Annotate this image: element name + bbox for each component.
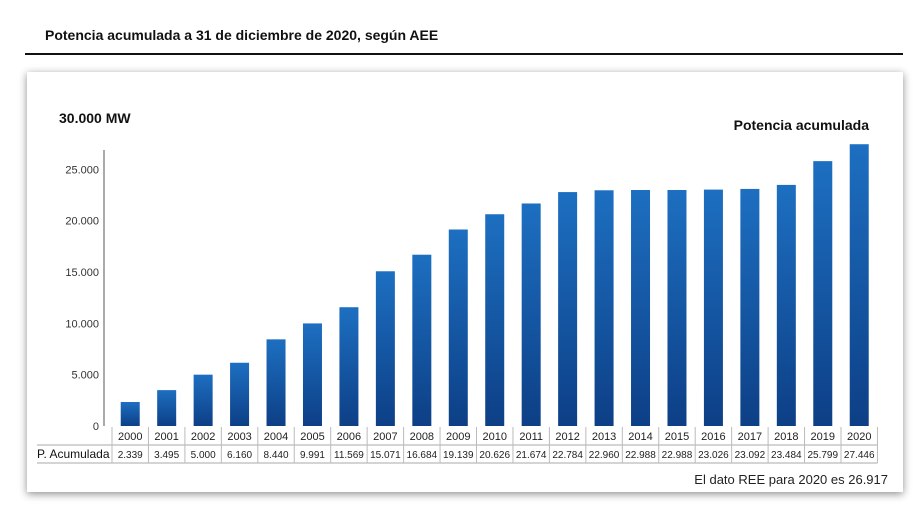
- x-tick-label: 2008: [410, 431, 434, 443]
- x-tick-label: 2015: [665, 431, 689, 443]
- bar: [740, 188, 760, 426]
- bar: [776, 184, 796, 426]
- bar: [448, 229, 468, 426]
- bar: [302, 323, 322, 426]
- data-label: 8.440: [264, 450, 289, 461]
- data-label: 22.988: [625, 450, 656, 461]
- data-label: 23.026: [698, 450, 729, 461]
- page-title: Potencia acumulada a 31 de diciembre de …: [45, 27, 439, 43]
- bar: [521, 203, 541, 426]
- x-tick-label: 2010: [482, 431, 506, 443]
- bar: [193, 374, 213, 426]
- data-label: 21.674: [516, 450, 547, 461]
- data-label: 22.988: [662, 450, 693, 461]
- data-label: 6.160: [227, 450, 252, 461]
- x-tick-label: 2016: [701, 431, 725, 443]
- bar-chart: 0 5.000 10.000 15.000 20.000 25.000 30.000 MW P…: [37, 110, 878, 464]
- bar: [230, 362, 250, 426]
- bar: [594, 190, 614, 426]
- chart-panel: 0 5.000 10.000 15.000 20.000 25.000 30.000 MW P…: [27, 72, 903, 492]
- data-label: 27.446: [844, 450, 875, 461]
- data-label: 23.484: [771, 450, 802, 461]
- x-tick-label: 2011: [519, 431, 543, 443]
- series-label: Potencia acumulada: [734, 117, 870, 133]
- data-label: 16.684: [407, 450, 438, 461]
- data-label: 11.569: [334, 450, 364, 461]
- title-bar: Potencia acumulada a 31 de diciembre de …: [25, 18, 825, 54]
- y-tick-label: 10.000: [65, 318, 99, 330]
- bar: [339, 307, 359, 426]
- bar: [157, 390, 177, 426]
- x-tick-label: 2017: [738, 431, 762, 443]
- bar: [703, 189, 723, 426]
- x-tick-label: 2006: [337, 431, 361, 443]
- x-tick-label: 2019: [811, 431, 835, 443]
- x-tick-label: 2002: [191, 431, 215, 443]
- x-tick-label: 2013: [592, 431, 616, 443]
- table-row-label: P. Acumulada: [37, 447, 110, 461]
- data-label: 3.495: [154, 450, 179, 461]
- data-label: 22.784: [552, 450, 583, 461]
- x-tick-label: 2003: [227, 431, 251, 443]
- x-tick-label: 2007: [373, 431, 397, 443]
- bar: [485, 214, 505, 426]
- y-tick-label: 25.000: [65, 164, 99, 176]
- footnote: El dato REE para 2020 es 26.917: [694, 472, 888, 487]
- data-label: 5.000: [191, 450, 216, 461]
- title-divider: [25, 53, 903, 55]
- bar: [558, 192, 578, 426]
- bar: [849, 144, 869, 426]
- x-tick-label: 2012: [555, 431, 579, 443]
- x-tick-label: 2014: [628, 431, 652, 443]
- x-tick-label: 2009: [446, 431, 470, 443]
- data-label: 2.339: [118, 450, 143, 461]
- data-label: 19.139: [443, 450, 474, 461]
- x-tick-label: 2001: [154, 431, 178, 443]
- data-label: 25.799: [807, 450, 838, 461]
- bar: [120, 401, 140, 426]
- bar: [412, 254, 432, 426]
- x-tick-label: 2000: [118, 431, 142, 443]
- data-label: 15.071: [370, 450, 401, 461]
- x-tick-label: 2020: [847, 431, 871, 443]
- data-label: 9.991: [300, 450, 325, 461]
- y-unit-label: 30.000 MW: [59, 110, 131, 126]
- bar: [667, 189, 687, 426]
- data-label: 23.092: [735, 450, 766, 461]
- data-label: 22.960: [589, 450, 620, 461]
- x-tick-label: 2005: [300, 431, 324, 443]
- y-tick-label: 5.000: [71, 370, 99, 382]
- x-tick-label: 2004: [264, 431, 288, 443]
- bar: [375, 271, 395, 426]
- y-tick-label: 15.000: [65, 267, 99, 279]
- y-tick-label: 20.000: [65, 216, 99, 228]
- x-tick-label: 2018: [774, 431, 798, 443]
- data-label: 20.626: [479, 450, 510, 461]
- y-tick-label: 0: [93, 421, 99, 433]
- bar: [266, 339, 286, 426]
- bar: [631, 189, 651, 426]
- bar: [813, 161, 833, 427]
